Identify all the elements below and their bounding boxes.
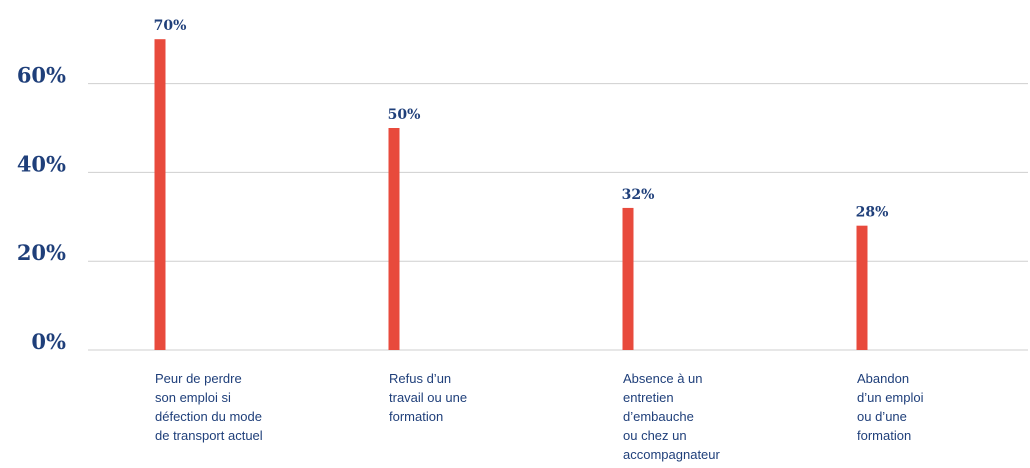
category-label-line: formation (857, 428, 911, 443)
data-label: 28% (856, 205, 889, 221)
category-label-line: d’un emploi (857, 390, 924, 405)
category-label-line: Abandon (857, 371, 909, 386)
data-label: 50% (388, 107, 421, 123)
y-axis-ticks: 0% 20% 40% 60% (17, 63, 66, 354)
category-label: Refus d’un travail ou une formation (389, 371, 467, 424)
category-label-line: travail ou une (389, 390, 467, 405)
category-label: Peur de perdre son emploi si défection du … (155, 371, 263, 443)
category-label: Absence à un entretien d’embauche ou chez u… (623, 371, 721, 462)
category-label-line: entretien (623, 390, 674, 405)
category-label-line: son emploi si (155, 390, 231, 405)
bar (154, 39, 166, 350)
bars (154, 39, 868, 350)
category-label-line: défection du mode (155, 409, 262, 424)
y-tick-label: 0% (31, 329, 66, 354)
y-tick-label: 60% (17, 63, 66, 88)
bar (622, 207, 634, 350)
category-label: Abandon d’un emploi ou d’une formation (857, 371, 924, 443)
y-tick-label: 20% (17, 240, 66, 265)
data-label: 70% (154, 18, 187, 34)
bar (856, 225, 868, 350)
category-label-line: formation (389, 409, 443, 424)
data-labels: 70% 50% 32% 28% (154, 18, 889, 220)
category-label-line: d’embauche (623, 409, 694, 424)
data-label: 32% (622, 187, 655, 203)
gridlines (88, 83, 1028, 351)
category-label-line: ou chez un (623, 428, 687, 443)
category-label-line: Refus d’un (389, 371, 451, 386)
category-label-line: Absence à un (623, 371, 703, 386)
category-label-line: de transport actuel (155, 428, 263, 443)
category-label-line: accompagnateur (623, 447, 721, 462)
category-labels: Peur de perdre son emploi si défection du … (155, 371, 924, 462)
bar (388, 128, 400, 350)
category-label-line: Peur de perdre (155, 371, 242, 386)
y-tick-label: 40% (17, 151, 66, 176)
category-label-line: ou d’une (857, 409, 907, 424)
